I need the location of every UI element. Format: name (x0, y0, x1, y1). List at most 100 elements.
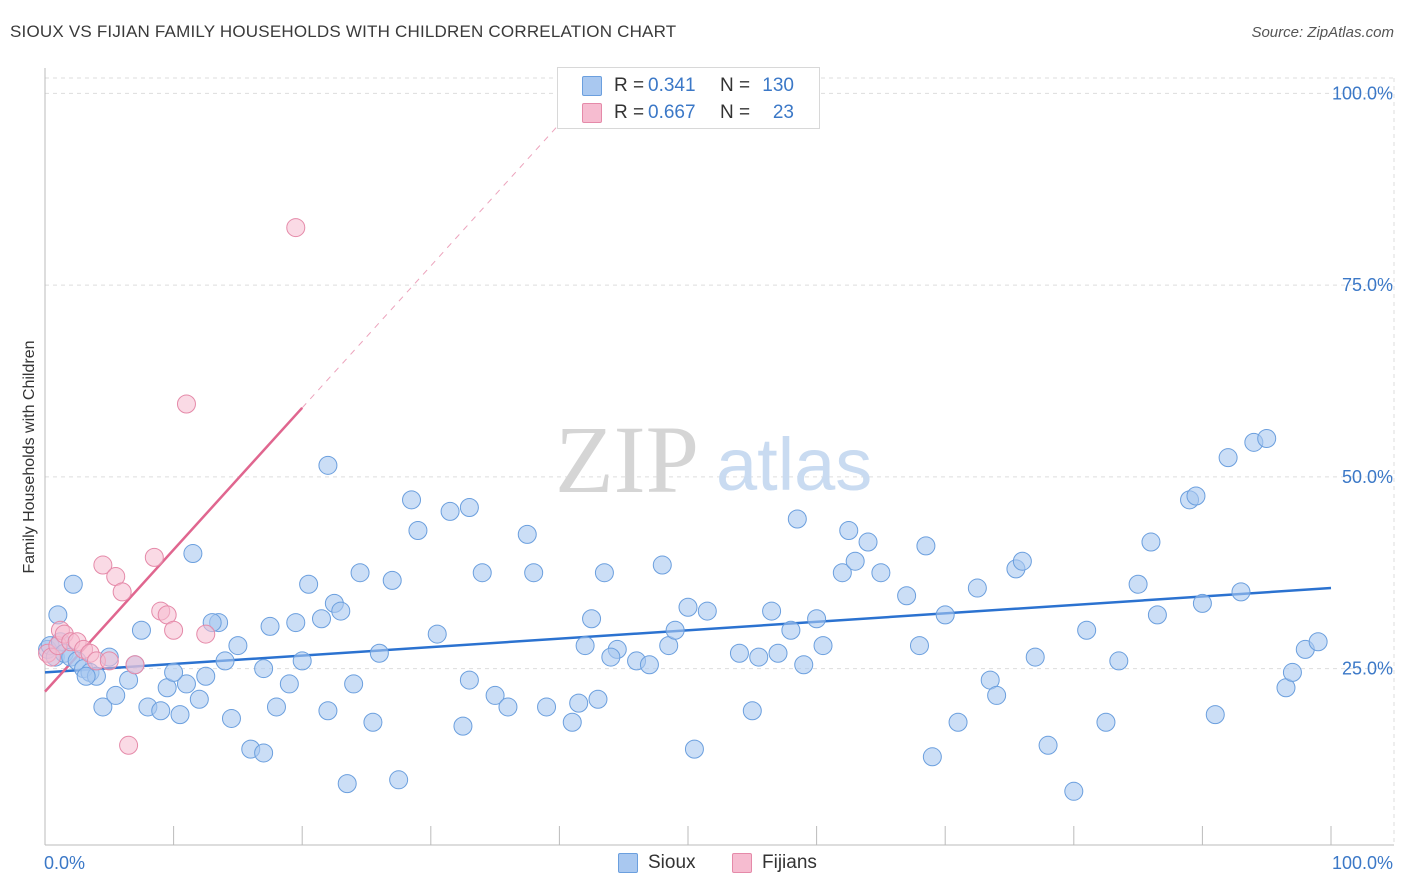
bottom-legend-fijians-label: Fijians (762, 852, 817, 873)
fijians-swatch (582, 103, 602, 123)
sioux-swatch (582, 76, 602, 96)
sioux-point (967, 578, 987, 598)
sioux-point (459, 498, 479, 518)
sioux-point (749, 647, 769, 667)
sioux-point (286, 613, 306, 633)
sioux-point (768, 643, 788, 663)
fijians-point (144, 547, 164, 567)
sioux-point (1064, 781, 1084, 801)
sioux-point (1186, 486, 1206, 506)
sioux-point (697, 601, 717, 621)
legend-row-fijians: R = 0.667 N = 23 (582, 101, 794, 125)
chart-title: SIOUX VS FIJIAN FAMILY HOUSEHOLDS WITH C… (10, 22, 677, 41)
sioux-point (1192, 593, 1212, 613)
sioux-point (1077, 620, 1097, 640)
sioux-point (472, 563, 492, 583)
y-tick-label: 100.0% (1332, 83, 1393, 103)
sioux-point (63, 574, 83, 594)
sioux-point (1218, 448, 1238, 468)
sioux-point (1257, 428, 1277, 448)
sioux-point (987, 685, 1007, 705)
legend-r-label: R = (614, 102, 645, 123)
sioux-point (382, 570, 402, 590)
sioux-point (781, 620, 801, 640)
legend-n-value: 23 (772, 102, 794, 123)
legend-n-label: N = (720, 75, 751, 96)
sioux-point (318, 455, 338, 475)
legend-r-value: 0.341 (648, 75, 696, 96)
sioux-point (93, 697, 113, 717)
bottom-legend-fijians: Fijians (732, 852, 817, 874)
sioux-point (1308, 632, 1328, 652)
sioux-point (337, 774, 357, 794)
sioux-point (1282, 662, 1302, 682)
sioux-point (871, 563, 891, 583)
sioux-point (151, 701, 171, 721)
sioux-point (196, 666, 216, 686)
sioux-point (485, 685, 505, 705)
fijians-point (176, 394, 196, 414)
sioux-point (639, 655, 659, 675)
sioux-point (389, 770, 409, 790)
legend-r-label: R = (614, 75, 645, 96)
watermark: ZIP atlas (555, 406, 872, 513)
sioux-point (594, 563, 614, 583)
sioux-point (813, 636, 833, 656)
sioux-point (922, 747, 942, 767)
sioux-point (427, 624, 447, 644)
sioux-point (440, 501, 460, 521)
sioux-point (1025, 647, 1045, 667)
sioux-point (665, 620, 685, 640)
sioux-point (807, 609, 827, 629)
bottom-legend-sioux-label: Sioux (648, 852, 696, 873)
legend-r-value: 0.667 (648, 102, 696, 123)
sioux-point (369, 643, 389, 663)
fijians-point (286, 218, 306, 238)
sioux-point (350, 563, 370, 583)
sioux-point (402, 490, 422, 510)
sioux-point (176, 674, 196, 694)
sioux-point (832, 563, 852, 583)
sioux-point (279, 674, 299, 694)
sioux-point (794, 655, 814, 675)
sioux-point (344, 674, 364, 694)
sioux-point (1038, 735, 1058, 755)
sioux-point (131, 620, 151, 640)
fijians-point (196, 624, 216, 644)
sioux-point (787, 509, 807, 529)
sioux-point (517, 524, 537, 544)
sioux-point (228, 636, 248, 656)
sioux-point (601, 647, 621, 667)
sioux-point (729, 643, 749, 663)
fijians-point (164, 620, 184, 640)
sioux-point (1096, 712, 1116, 732)
sioux-point (1141, 532, 1161, 552)
fijians-swatch (732, 853, 752, 873)
sioux-point (897, 586, 917, 606)
y-tick-label: 25.0% (1342, 659, 1393, 679)
sioux-point (1147, 605, 1167, 625)
sioux-point (221, 708, 241, 728)
sioux-point (909, 636, 929, 656)
sioux-point (106, 685, 126, 705)
legend-n-label: N = (720, 102, 751, 123)
sioux-point (684, 739, 704, 759)
sioux-point (1109, 651, 1129, 671)
sioux-point (254, 659, 274, 679)
sioux-point (254, 743, 274, 763)
sioux-point (76, 666, 96, 686)
sioux-point (858, 532, 878, 552)
sioux-point (537, 697, 557, 717)
sioux-point (935, 605, 955, 625)
tick-labels: 25.0% 50.0% 75.0% 100.0% 0.0% 100.0% (44, 83, 1393, 873)
sioux-point (164, 662, 184, 682)
fijians-point (119, 735, 139, 755)
sioux-point (311, 609, 331, 629)
x-tick-label: 0.0% (44, 853, 85, 873)
sioux-point (845, 551, 865, 571)
watermark-zip: ZIP (555, 406, 699, 513)
fijians-point (125, 655, 145, 675)
sioux-point (170, 705, 190, 725)
data-points (38, 218, 1328, 801)
